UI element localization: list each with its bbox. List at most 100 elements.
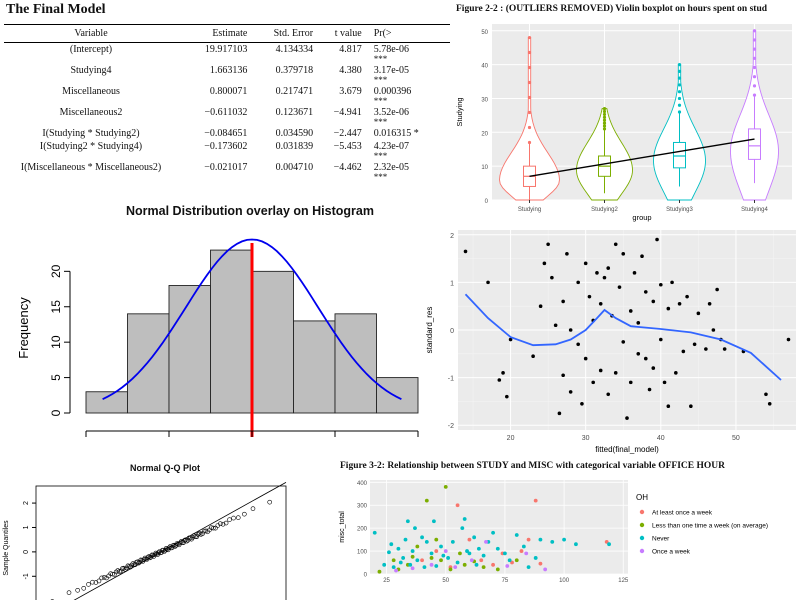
x-tick-label: 20 [507, 435, 515, 442]
row-variable: Studying4 [4, 64, 178, 85]
histogram-bar [376, 377, 419, 414]
row-std-error: 0.031839 [249, 140, 315, 161]
y-tick-label: 20 [49, 264, 63, 278]
row-p-value: 0.000396 *** [364, 85, 450, 106]
qq-title: Normal Q-Q Plot [129, 463, 200, 473]
misc-point [420, 535, 424, 540]
residual-point [628, 309, 633, 313]
row-estimate-text: −0.611032 [204, 107, 248, 118]
misc-point [476, 546, 481, 551]
qq-point [188, 535, 193, 541]
misc-point [481, 553, 486, 558]
x-tick-label: 50 [442, 578, 449, 584]
x-tick-label: 50 [732, 435, 740, 442]
row-variable-text: I(Miscellaneous * Miscellaneous2) [20, 162, 162, 173]
misc-point [455, 560, 460, 565]
x-axis-label: fitted(final_model) [595, 445, 659, 454]
residual-point [666, 404, 671, 408]
regression-title: The Final Model [6, 2, 106, 17]
row-std-error-text: 4.134334 [275, 44, 314, 55]
outlier-point [602, 115, 607, 119]
qq-point [166, 545, 172, 551]
y-tick-label: 2 [23, 501, 30, 505]
y-tick-label: 300 [357, 504, 368, 510]
qq-point [129, 562, 134, 568]
residual-point [685, 294, 689, 299]
qq-point [195, 532, 201, 537]
row-variable: (Intercept) [4, 43, 178, 65]
outlier-point [602, 109, 607, 114]
row-p-value: 3.52e-06 *** [364, 106, 450, 127]
misc-point [507, 558, 512, 563]
misc-point [458, 551, 462, 556]
residual-point [764, 392, 768, 397]
x-tick-label: 30 [582, 435, 590, 442]
row-p-value: 5.78e-06 *** [364, 43, 450, 65]
row-p-value-text: 4.23e-07 [373, 141, 409, 152]
residual-point [598, 302, 603, 306]
residual-point [580, 402, 584, 406]
misc-point [429, 562, 434, 567]
residual-chart: -2 -1 0 1 2 20 30 40 50 fitted(final_model) standa… [425, 230, 796, 454]
qq-point [99, 575, 104, 581]
x-tick-label: Studying [518, 207, 541, 213]
misc-point [526, 565, 531, 570]
x-axis-label: group [632, 213, 651, 222]
outlier-point [752, 65, 757, 70]
significance-stars: *** [373, 54, 388, 64]
y-tick-label: 2 [450, 233, 454, 240]
residual-point [643, 290, 648, 294]
outlier-point [752, 29, 757, 33]
y-tick-label: 40 [481, 64, 488, 70]
misc-point [481, 565, 486, 570]
legend-key [639, 509, 645, 515]
residual-point [591, 380, 595, 385]
misc-point [533, 498, 538, 503]
residual-point [636, 352, 641, 356]
residual-point [632, 271, 637, 275]
residual-point [595, 271, 599, 275]
row-estimate-text: 1.663136 [209, 65, 248, 76]
residual-point [696, 311, 701, 316]
outlier-point [752, 38, 757, 42]
significance-stars: *** [373, 172, 388, 182]
misc-point [382, 562, 387, 567]
row-t-value-text: −4.941 [333, 107, 362, 118]
misc-point [455, 503, 460, 508]
table-row: Miscellaneous2 −0.611032 0.123671 −4.941 3.5… [4, 106, 450, 127]
residual-point [628, 380, 633, 385]
y-tick-label: 15 [49, 300, 63, 314]
misc-point [441, 553, 446, 558]
misc-point [424, 540, 429, 544]
row-std-error-text: 0.034590 [275, 128, 314, 139]
residual-point [617, 285, 622, 289]
misc-point [538, 537, 543, 542]
qq-point [118, 568, 124, 574]
qq-point [223, 520, 229, 526]
misc-point [443, 484, 448, 489]
row-p-value-text: 5.78e-06 [373, 44, 409, 55]
x-tick-label: 100 [559, 578, 570, 584]
row-variable-text: I(Studying2 * Studying4) [39, 141, 143, 152]
col-t-value: t value [315, 24, 364, 43]
row-estimate: 0.800071 [178, 85, 249, 106]
row-t-value-text: 3.679 [339, 86, 362, 97]
table-row: Miscellaneous 0.800071 0.217471 3.679 0.0003… [4, 85, 450, 106]
x-tick-label: 75 [502, 578, 509, 584]
qq-point [194, 534, 200, 539]
residual-point [681, 349, 686, 354]
qq-point [184, 538, 190, 544]
outlier-point [602, 124, 607, 128]
misc-point [410, 566, 415, 571]
row-variable: Miscellaneous2 [4, 106, 178, 127]
residual-point [463, 249, 468, 254]
row-t-value: −4.462 [315, 161, 364, 182]
misc-point [434, 537, 439, 542]
row-p-value-text: 3.17e-05 [373, 65, 409, 76]
misc-point [495, 546, 500, 551]
qq-point [227, 517, 232, 522]
y-tick-label: 0 [364, 573, 368, 579]
y-tick-label: 0 [485, 199, 489, 205]
trend-line [529, 138, 755, 177]
residual-point [674, 371, 678, 375]
